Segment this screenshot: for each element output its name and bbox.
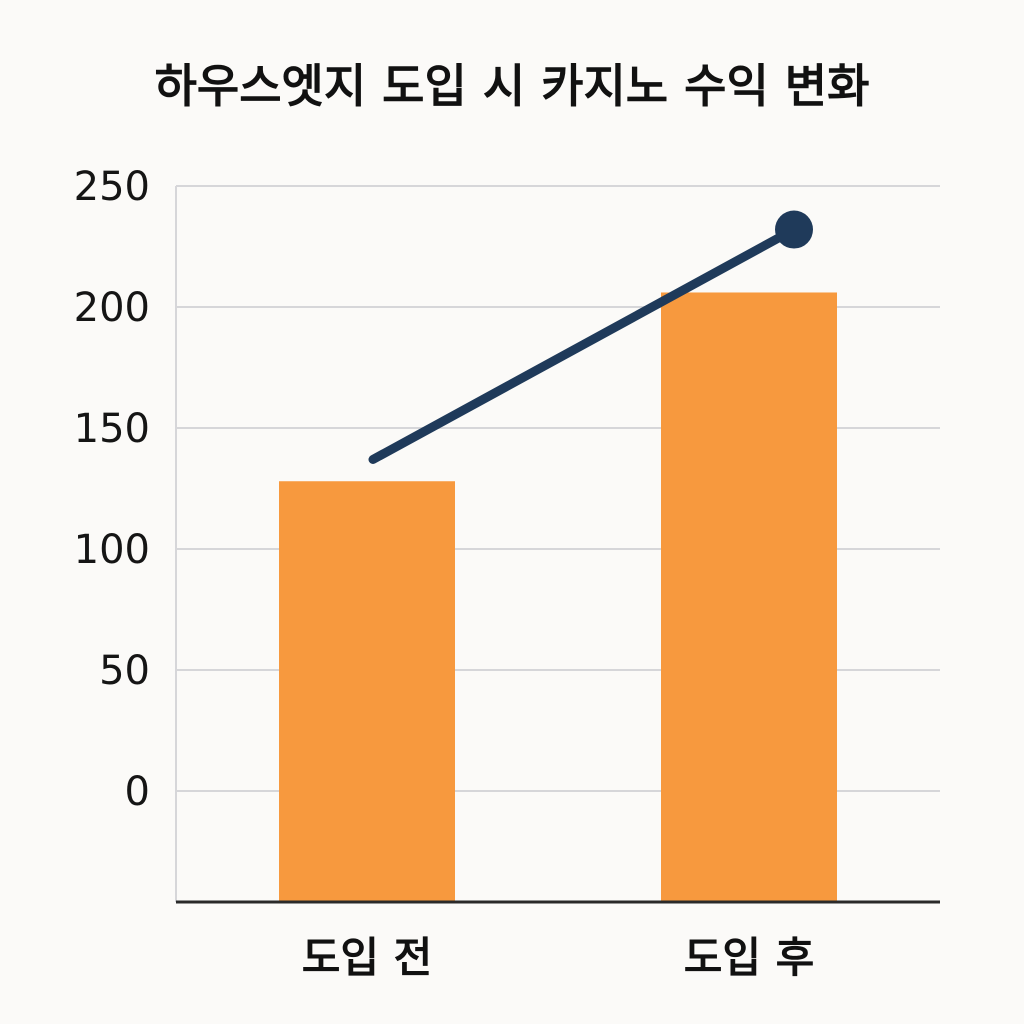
y-tick-label: 50 [99, 648, 150, 694]
y-tick-label: 100 [74, 527, 150, 573]
trend-line [368, 225, 799, 464]
axes [175, 186, 940, 904]
trend-line-end-point [775, 210, 813, 249]
x-axis-categories: 도입 전 도입 후 [302, 933, 815, 982]
x-category-label: 도입 후 [684, 933, 815, 982]
x-category-label: 도입 전 [302, 933, 433, 982]
y-tick-label: 0 [125, 769, 150, 815]
bar [661, 292, 837, 903]
y-tick-label: 200 [74, 285, 150, 331]
y-axis-ticks: 0 50 100 150 200 250 [74, 164, 150, 815]
line-series [368, 210, 813, 464]
y-tick-label: 250 [74, 164, 150, 210]
bar [279, 481, 455, 902]
y-tick-label: 150 [74, 406, 150, 452]
chart-title: 하우스엣지 도입 시 카지노 수익 변화 [154, 59, 870, 113]
bar-series [279, 292, 837, 903]
